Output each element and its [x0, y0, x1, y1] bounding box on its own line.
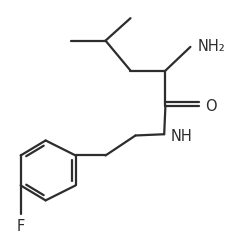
Text: NH₂: NH₂	[197, 39, 225, 54]
Text: O: O	[204, 99, 216, 114]
Text: NH: NH	[170, 129, 192, 143]
Text: F: F	[16, 218, 25, 233]
